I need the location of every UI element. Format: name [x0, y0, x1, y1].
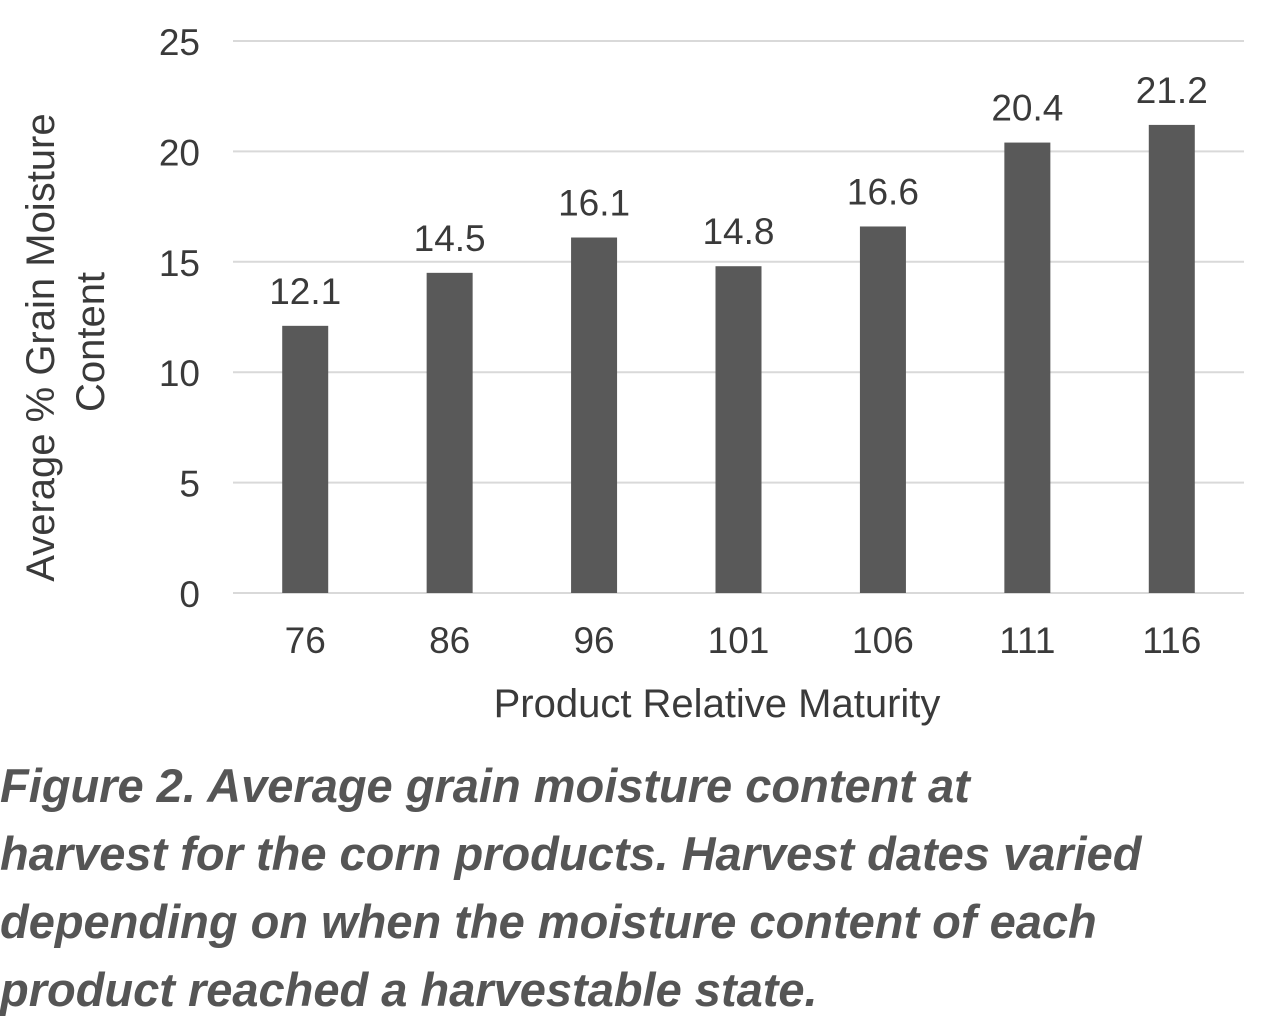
data-labels: 12.1 14.5 16.1 14.8 16.6 20.4 21.2 — [269, 70, 1208, 312]
x-tick-label: 86 — [429, 620, 470, 661]
bars — [282, 124, 1195, 594]
x-axis-title: Product Relative Maturity — [494, 682, 941, 726]
bar — [1148, 124, 1195, 594]
bar — [571, 237, 618, 593]
x-tick-label: 111 — [999, 620, 1055, 661]
y-axis-title-line-1: Average % Grain Moisture — [19, 113, 63, 581]
caption-line: Figure 2. Average grain moisture content… — [0, 759, 970, 812]
y-axis-title: Average % Grain Moisture Content — [19, 102, 113, 581]
data-label: 14.5 — [414, 218, 486, 259]
bar — [282, 325, 329, 593]
caption-line: product reached a harvestable state. — [0, 963, 818, 1016]
y-tick-label: 20 — [159, 132, 200, 173]
y-tick-label: 15 — [159, 243, 200, 284]
caption-line: harvest for the corn products. Harvest d… — [0, 827, 1142, 880]
bar — [859, 226, 906, 594]
y-tick-label: 0 — [179, 574, 200, 615]
data-label: 16.1 — [558, 183, 630, 224]
x-tick-label: 101 — [708, 620, 770, 661]
x-tick-label: 116 — [1142, 620, 1201, 661]
bar — [1004, 142, 1051, 593]
data-label: 21.2 — [1136, 70, 1208, 111]
x-tick-label: 106 — [852, 620, 914, 661]
data-label: 20.4 — [991, 88, 1063, 129]
y-tick-label: 10 — [159, 353, 200, 394]
y-tick-label: 25 — [159, 22, 200, 63]
caption-line: depending on when the moisture content o… — [0, 895, 1097, 948]
data-label: 14.8 — [702, 211, 774, 252]
y-axis-title-line-2: Content — [69, 272, 113, 412]
bar — [426, 272, 473, 593]
data-label: 12.1 — [269, 271, 341, 312]
figure-caption: Figure 2. Average grain moisture content… — [0, 752, 1280, 1024]
x-axis-ticks: 76 86 96 101 106 111 116 — [285, 620, 1202, 661]
bar — [715, 266, 762, 593]
x-tick-label: 76 — [285, 620, 326, 661]
y-axis-ticks: 0 5 10 15 20 25 — [159, 22, 200, 615]
x-tick-label: 96 — [573, 620, 614, 661]
y-tick-label: 5 — [179, 464, 200, 505]
data-label: 16.6 — [847, 171, 919, 212]
